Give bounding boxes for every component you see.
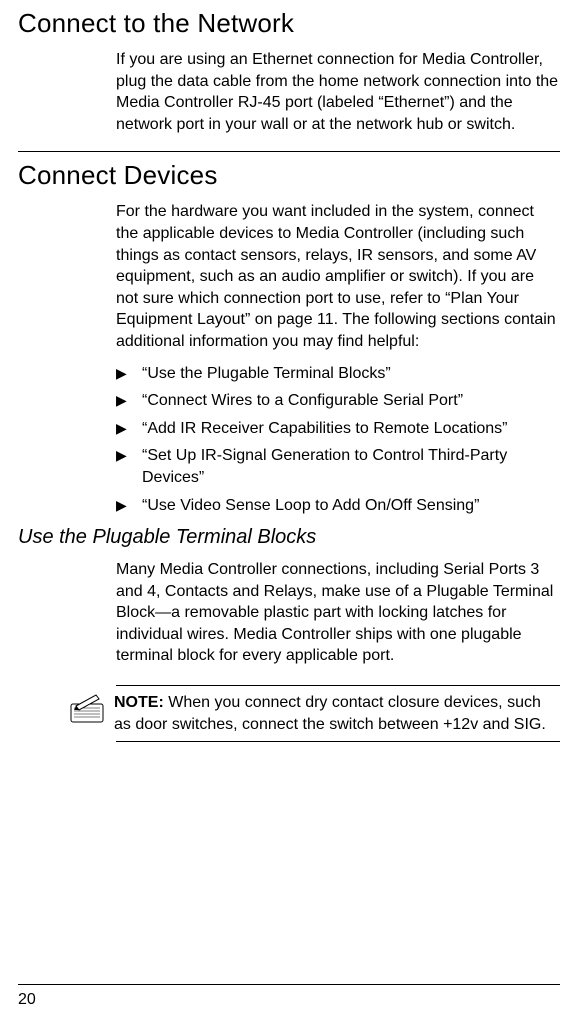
bullet-list: ▶ “Use the Plugable Terminal Blocks” ▶ “Co…: [116, 363, 560, 517]
bullet-arrow-icon: ▶: [116, 364, 127, 383]
list-item-label: “Use the Plugable Terminal Blocks”: [142, 365, 391, 382]
body-connect-devices: For the hardware you want included in th…: [116, 201, 560, 352]
list-item-label: “Use Video Sense Loop to Add On/Off Sens…: [142, 497, 479, 514]
section-divider: [18, 151, 560, 152]
list-item: ▶ “Use the Plugable Terminal Blocks”: [116, 363, 560, 385]
footer-divider: [18, 984, 560, 985]
note-label: NOTE:: [114, 694, 164, 711]
list-item: ▶ “Add IR Receiver Capabilities to Remote…: [116, 418, 560, 440]
bullet-arrow-icon: ▶: [116, 496, 127, 515]
heading-connect-devices: Connect Devices: [18, 160, 560, 191]
note-divider-bottom: [116, 741, 560, 742]
bullet-arrow-icon: ▶: [116, 419, 127, 438]
paragraph: Many Media Controller connections, inclu…: [116, 559, 560, 667]
bullet-arrow-icon: ▶: [116, 446, 127, 465]
page: Connect to the Network If you are using …: [0, 0, 578, 1025]
bullet-arrow-icon: ▶: [116, 391, 127, 410]
body-plugable-terminal: Many Media Controller connections, inclu…: [116, 559, 560, 667]
paragraph: If you are using an Ethernet connection …: [116, 49, 560, 135]
subheading-plugable-terminal: Use the Plugable Terminal Blocks: [18, 526, 560, 549]
heading-connect-network: Connect to the Network: [18, 8, 560, 39]
list-item-label: “Connect Wires to a Configurable Serial …: [142, 392, 463, 409]
list-item: ▶ “Connect Wires to a Configurable Serial…: [116, 390, 560, 412]
paragraph: For the hardware you want included in th…: [116, 201, 560, 352]
note-divider-top: [116, 685, 560, 686]
body-connect-network: If you are using an Ethernet connection …: [116, 49, 560, 135]
page-number: 20: [18, 991, 36, 1009]
list-item: ▶ “Use Video Sense Loop to Add On/Off Sen…: [116, 495, 560, 517]
note-row: NOTE: When you connect dry contact closu…: [116, 692, 560, 735]
note-body: When you connect dry contact closure dev…: [114, 694, 546, 733]
note-pencil-icon: [70, 694, 104, 724]
list-item: ▶ “Set Up IR-Signal Generation to Control…: [116, 445, 560, 488]
note-text: NOTE: When you connect dry contact closu…: [114, 692, 560, 735]
note-block: NOTE: When you connect dry contact closu…: [116, 685, 560, 742]
list-item-label: “Set Up IR-Signal Generation to Control …: [142, 447, 507, 486]
list-item-label: “Add IR Receiver Capabilities to Remote …: [142, 420, 508, 437]
